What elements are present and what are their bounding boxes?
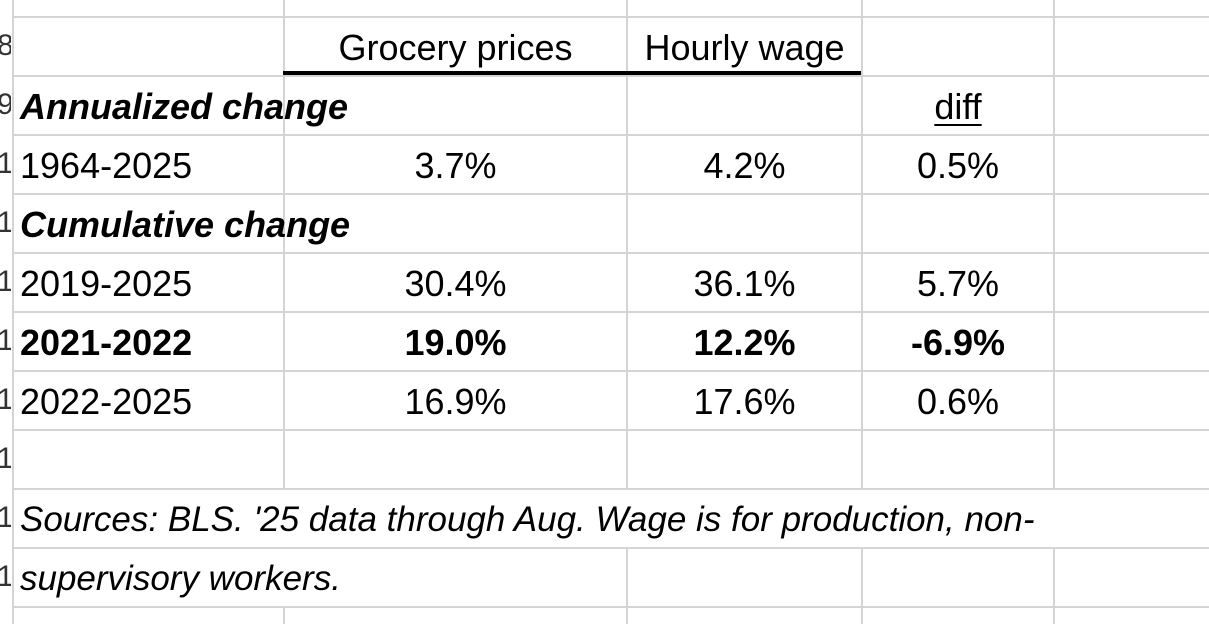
row-number[interactable]: 17 <box>0 560 11 593</box>
row-number[interactable]: 16 <box>0 501 11 534</box>
row-number[interactable]: 15 <box>0 442 11 475</box>
grocery-cell[interactable]: 30.4% <box>404 263 507 304</box>
header-bottom-border <box>283 71 861 75</box>
header-hourly-wage[interactable]: Hourly wage <box>644 27 845 68</box>
row-label[interactable]: 2019-2025 <box>20 263 193 304</box>
wage-cell[interactable]: 17.6% <box>693 381 796 422</box>
section-label-annualized[interactable]: Annualized change <box>20 86 349 127</box>
grocery-cell[interactable]: 3.7% <box>414 145 497 186</box>
diff-cell[interactable]: -6.9% <box>910 322 1006 363</box>
grocery-cell[interactable]: 19.0% <box>404 322 507 363</box>
gridline-horizontal <box>0 75 1209 77</box>
gridline-horizontal <box>0 606 1209 608</box>
row-number[interactable]: 11 <box>0 206 11 239</box>
wage-cell[interactable]: 36.1% <box>693 263 796 304</box>
row-label[interactable]: 2022-2025 <box>20 381 193 422</box>
gridline-horizontal <box>0 193 1209 195</box>
diff-cell[interactable]: 0.6% <box>916 381 1000 422</box>
row-number[interactable]: 10 <box>0 147 11 180</box>
gridline-horizontal <box>0 16 1209 18</box>
gridline-horizontal <box>0 547 1209 549</box>
source-note-line1[interactable]: Sources: BLS. '25 data through Aug. Wage… <box>20 500 1035 539</box>
row-label[interactable]: 2021-2022 <box>20 322 193 363</box>
diff-cell[interactable]: 0.5% <box>916 145 1000 186</box>
wage-cell[interactable]: 4.2% <box>703 145 786 186</box>
row-label[interactable]: 1964-2025 <box>20 145 193 186</box>
row-header-strip <box>0 0 12 624</box>
gridline-horizontal <box>0 429 1209 431</box>
diff-header[interactable]: diff <box>934 86 982 127</box>
source-note-line2[interactable]: supervisory workers. <box>20 559 341 598</box>
row-number[interactable]: 8 <box>0 29 11 62</box>
gridline-horizontal <box>0 488 1209 490</box>
gridline-horizontal <box>0 134 1209 136</box>
grocery-cell[interactable]: 16.9% <box>404 381 507 422</box>
row-number[interactable]: 12 <box>0 265 11 298</box>
row-number[interactable]: 13 <box>0 324 11 357</box>
header-grocery-prices[interactable]: Grocery prices <box>338 27 573 68</box>
wage-cell[interactable]: 12.2% <box>693 322 796 363</box>
section-label-cumulative[interactable]: Cumulative change <box>20 204 351 245</box>
gridline-horizontal <box>0 252 1209 254</box>
row-number[interactable]: 9 <box>0 88 11 121</box>
gridline-horizontal <box>0 311 1209 313</box>
row-number[interactable]: 14 <box>0 383 11 416</box>
diff-cell[interactable]: 5.7% <box>916 263 1000 304</box>
gridline-horizontal <box>0 370 1209 372</box>
